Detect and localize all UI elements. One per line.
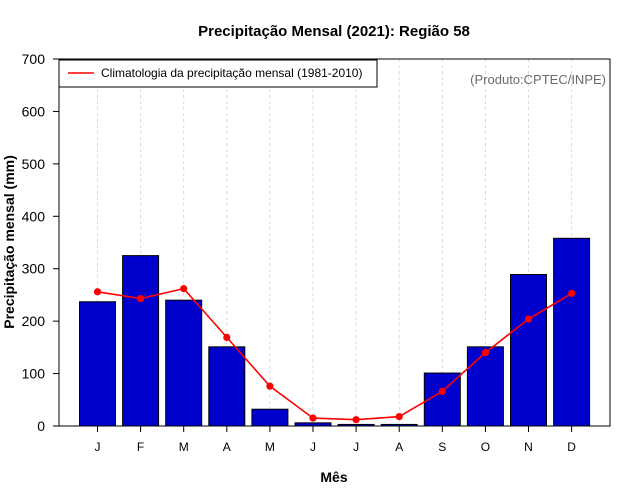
x-tick-label-8: A [395, 440, 403, 454]
x-axis-label: Mês [320, 469, 347, 485]
climatology-point-12 [568, 289, 576, 297]
x-tick-label-2: F [137, 440, 144, 454]
bar-4 [208, 346, 246, 427]
x-tick-label-3: M [179, 440, 189, 454]
climatology-point-5 [266, 382, 274, 390]
y-tick-label-700: 700 [22, 51, 46, 67]
plot-frame [58, 58, 611, 427]
climatology-point-4 [223, 333, 231, 341]
y-tick-label-400: 400 [22, 208, 46, 224]
legend-box [58, 59, 378, 88]
y-tick-label-100: 100 [22, 366, 46, 382]
x-tick-label-4: A [223, 440, 231, 454]
x-tick-label-11: N [524, 440, 533, 454]
y-tick-label-200: 200 [22, 313, 46, 329]
x-tick-label-5: M [265, 440, 275, 454]
x-tick-label-1: J [95, 440, 101, 454]
climatology-point-10 [481, 349, 489, 357]
legend-label: Climatologia da precipitação mensal (198… [101, 66, 362, 80]
chart-title: Precipitação Mensal (2021): Região 58 [198, 23, 470, 40]
climatology-line-group [93, 285, 576, 424]
legend: Climatologia da precipitação mensal (198… [58, 59, 378, 88]
bar-1 [79, 301, 116, 427]
y-tick-label-0: 0 [37, 418, 45, 434]
x-tick-label-9: S [438, 440, 446, 454]
climatology-point-2 [137, 294, 145, 303]
bar-12 [553, 237, 591, 427]
y-axis: 0 100 200 300 400 500 600 700 [22, 51, 59, 434]
climatology-point-7 [352, 416, 360, 424]
bar-10 [466, 346, 504, 427]
product-credit: (Produto:CPTEC/INPE) [470, 72, 606, 87]
y-tick-label-500: 500 [22, 156, 46, 172]
climatology-line [97, 287, 573, 421]
bar-11 [510, 273, 547, 427]
climatology-point-9 [438, 387, 446, 395]
bars-group [79, 237, 591, 427]
x-tick-label-10: O [481, 440, 490, 454]
climatology-point-3 [180, 285, 188, 293]
climatology-point-11 [524, 315, 533, 323]
y-axis-label: Precipitação mensal (mm) [1, 155, 17, 329]
climatology-point-1 [93, 288, 102, 296]
y-tick-label-600: 600 [22, 103, 46, 119]
x-tick-label-6: J [310, 440, 316, 454]
grid-lines [97, 59, 573, 426]
x-tick-label-12: D [567, 440, 576, 454]
bar-5 [251, 408, 289, 427]
climatology-point-8 [395, 412, 403, 421]
y-tick-label-300: 300 [22, 261, 46, 277]
bar-2 [122, 255, 160, 427]
bar-3 [165, 299, 203, 427]
climatology-point-6 [309, 414, 317, 422]
x-tick-label-7: J [353, 440, 359, 454]
bar-9 [423, 372, 461, 427]
